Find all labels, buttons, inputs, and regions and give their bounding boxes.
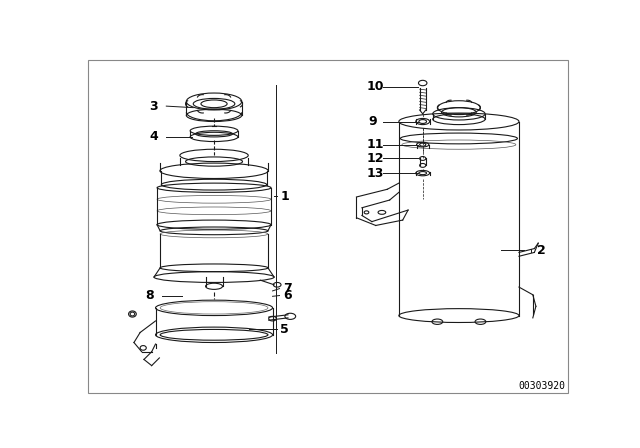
- Text: 13: 13: [367, 167, 384, 180]
- Text: 7: 7: [284, 282, 292, 295]
- Text: 12: 12: [367, 152, 384, 165]
- Text: 3: 3: [149, 99, 158, 112]
- Text: 5: 5: [280, 323, 289, 336]
- Text: 1: 1: [280, 190, 289, 202]
- Text: 6: 6: [284, 289, 292, 302]
- Text: 9: 9: [368, 115, 377, 128]
- Text: 8: 8: [145, 289, 154, 302]
- Text: 2: 2: [538, 244, 546, 257]
- Text: 00303920: 00303920: [518, 381, 566, 392]
- Text: 11: 11: [367, 138, 384, 151]
- Text: 10: 10: [367, 80, 384, 93]
- Text: 4: 4: [149, 130, 158, 143]
